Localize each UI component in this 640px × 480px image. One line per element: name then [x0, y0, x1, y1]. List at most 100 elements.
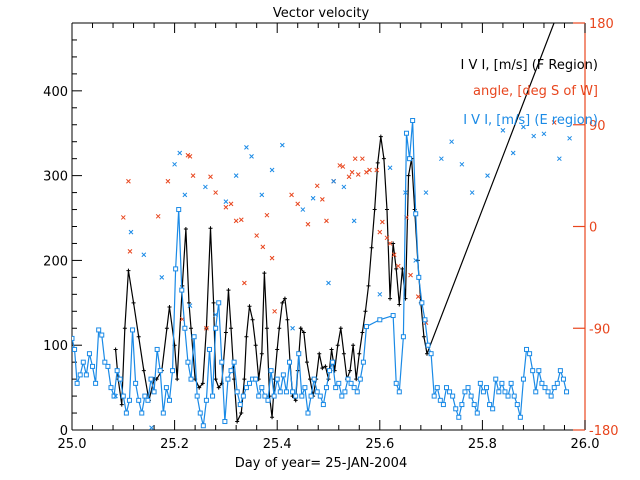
data-point-x — [337, 163, 343, 168]
data-point-square — [517, 414, 523, 420]
data-point-x — [485, 173, 490, 178]
data-point-square — [468, 393, 474, 399]
data-point-x — [244, 145, 249, 150]
data-point-square — [200, 423, 206, 429]
data-point-square — [413, 211, 419, 217]
data-point-x — [351, 218, 357, 224]
data-point-square — [130, 327, 136, 333]
data-point-square — [160, 410, 166, 416]
data-point-x — [310, 195, 316, 201]
data-point-plus — [338, 326, 343, 331]
data-point-x — [269, 167, 275, 173]
y-tick-label: 0 — [60, 424, 68, 439]
data-point-plus — [308, 377, 313, 382]
data-point-square — [508, 380, 514, 386]
data-point-square — [265, 397, 271, 403]
data-point-x — [314, 183, 320, 189]
data-point-x — [556, 156, 562, 162]
data-point-square — [377, 317, 383, 323]
data-point-x — [541, 131, 547, 137]
data-point-square — [431, 393, 437, 399]
data-point-plus — [244, 334, 249, 339]
data-point-square — [197, 410, 203, 416]
data-point-x — [384, 235, 390, 241]
data-point-x — [551, 120, 557, 125]
data-point-square — [459, 402, 465, 408]
data-point-x — [300, 207, 306, 212]
data-point-plus — [354, 377, 359, 382]
data-point-square — [443, 385, 449, 391]
data-point-square — [502, 389, 508, 395]
data-point-square — [96, 327, 102, 333]
data-point-x — [408, 272, 413, 278]
data-point-square — [274, 376, 280, 382]
data-point-square — [419, 300, 425, 306]
data-point-square — [237, 402, 243, 408]
data-point-x — [423, 190, 429, 195]
data-point-x — [395, 263, 401, 269]
data-point-x — [208, 174, 213, 180]
data-point-x — [259, 192, 265, 198]
y-tick-label: 200 — [43, 254, 68, 269]
data-point-square — [102, 359, 108, 365]
data-point-plus — [335, 343, 340, 348]
data-point-plus — [341, 351, 346, 356]
data-point-x — [165, 178, 171, 184]
data-point-x — [521, 124, 526, 130]
data-point-square — [539, 380, 545, 386]
data-point-plus — [216, 385, 221, 390]
data-point-square — [243, 385, 249, 391]
y2-tick-label: 0 — [589, 221, 597, 236]
data-point-square — [234, 389, 240, 395]
data-point-square — [308, 393, 314, 399]
data-point-x — [349, 169, 355, 175]
data-point-plus — [229, 326, 234, 331]
data-point-square — [314, 389, 320, 395]
data-point-x — [155, 213, 161, 219]
data-point-x — [128, 229, 134, 235]
legend-item-angle: angle, [deg S of W] — [473, 84, 598, 99]
data-point-square — [342, 389, 348, 395]
data-point-plus — [369, 245, 374, 250]
data-point-x — [391, 252, 397, 258]
data-point-square — [560, 376, 566, 382]
y2-tick-label: -180 — [589, 424, 619, 439]
y2-tick-label: 180 — [589, 17, 614, 32]
data-point-square — [133, 380, 139, 386]
data-point-x — [223, 199, 229, 204]
data-point-x — [233, 218, 239, 224]
series-line-0 — [115, 23, 555, 424]
data-point-square — [145, 397, 151, 403]
data-point-square — [99, 332, 105, 338]
data-point-square — [536, 368, 542, 374]
data-point-x — [289, 192, 294, 198]
data-point-x — [279, 142, 285, 148]
data-point-plus — [167, 305, 172, 310]
data-point-x — [449, 139, 454, 145]
data-point-square — [142, 393, 148, 399]
data-point-square — [80, 359, 86, 365]
data-point-square — [185, 359, 191, 365]
data-point-square — [333, 385, 339, 391]
data-point-x — [360, 156, 365, 162]
data-point-x — [415, 294, 421, 299]
data-point-square — [117, 376, 123, 382]
data-point-x — [377, 291, 383, 297]
data-point-square — [351, 385, 357, 391]
data-point-square — [548, 393, 554, 399]
data-point-square — [354, 389, 360, 395]
data-point-square — [456, 414, 462, 420]
data-point-square — [511, 393, 517, 399]
data-point-square — [360, 359, 366, 365]
data-point-square — [434, 385, 440, 391]
data-point-plus — [213, 377, 218, 382]
data-point-square — [154, 346, 160, 352]
data-point-square — [462, 389, 468, 395]
data-point-x — [290, 325, 295, 331]
data-point-x — [149, 425, 154, 430]
data-point-x — [352, 156, 358, 162]
data-point-x — [228, 201, 234, 207]
data-point-plus — [378, 134, 383, 139]
data-point-square — [157, 368, 163, 374]
